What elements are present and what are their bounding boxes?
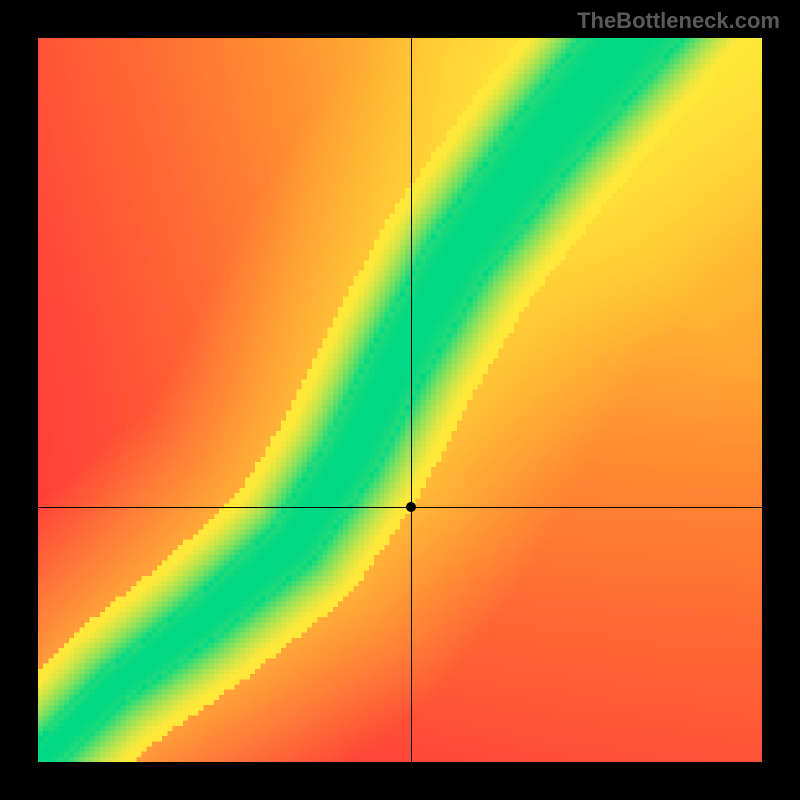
data-marker: [406, 502, 416, 512]
crosshair-horizontal: [38, 507, 762, 508]
heatmap-canvas: [38, 38, 762, 762]
chart-container: TheBottleneck.com: [0, 0, 800, 800]
crosshair-vertical: [411, 38, 412, 762]
plot-area: [38, 38, 762, 762]
watermark-text: TheBottleneck.com: [577, 8, 780, 34]
